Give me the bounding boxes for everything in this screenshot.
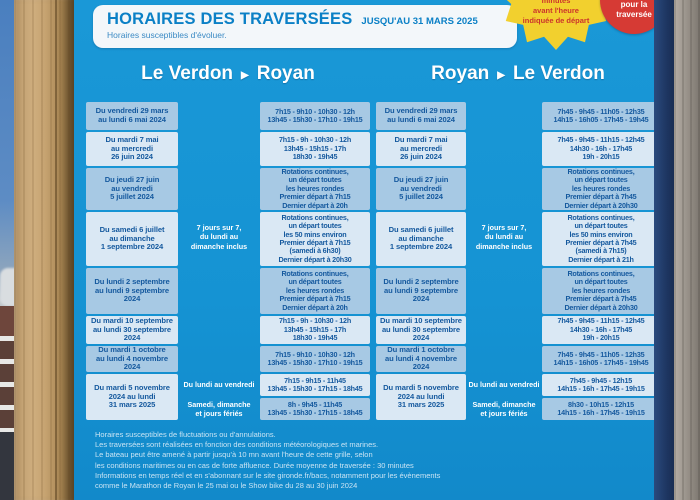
route-from: Royan [431, 63, 490, 84]
footer-line: Le bateau peut être amené à partir jusqu… [95, 450, 373, 460]
sign-header-card: HORAIRES DES TRAVERSÉES JUSQU'AU 31 MARS… [93, 5, 517, 48]
times-cell: Rotations continues, un départ toutes le… [260, 212, 370, 266]
ferry-schedule-sign: HORAIRES DES TRAVERSÉES JUSQU'AU 31 MARS… [70, 0, 668, 500]
date-range-cell: Du jeudi 27 juin au vendredi 5 juillet 2… [86, 168, 178, 210]
date-range-cell: Du mardi 5 novembre 2024 au lundi 31 mar… [376, 374, 466, 420]
footer-line: Horaires susceptibles de fluctuations ou… [95, 430, 276, 439]
date-range-cell: Du mardi 7 mai au mercredi 26 juin 2024 [86, 132, 178, 166]
wood-seam [55, 0, 57, 500]
times-cell: 8h30 - 10h15 - 12h15 14h15 - 16h - 17h45… [542, 398, 660, 420]
date-range-cell: Du mardi 7 mai au mercredi 26 juin 2024 [376, 132, 466, 166]
times-cell: Rotations continues, un départ toutes le… [542, 268, 660, 314]
date-range-cell: Du vendredi 29 mars au lundi 6 mai 2024 [86, 102, 178, 130]
times-cell: Rotations continues, un départ toutes le… [260, 168, 370, 210]
daytype-weekdays: Du lundi au vendredi [183, 380, 255, 390]
sign-title: HORAIRES DES TRAVERSÉES [107, 10, 353, 28]
sign-title-row: HORAIRES DES TRAVERSÉES JUSQU'AU 31 MARS… [107, 10, 509, 29]
red-badge-text: pour la traversée [616, 0, 652, 19]
times-cell: 7h15 - 9h - 10h30 - 12h 13h45 - 15h15 - … [260, 316, 370, 344]
times-cell: Rotations continues, un départ toutes le… [260, 268, 370, 314]
arrow-right-icon: ▶ [497, 69, 505, 81]
week-note: 7 jours sur 7, du lundi au dimanche incl… [190, 222, 248, 251]
times-cell: 7h45 - 9h45 - 11h05 - 12h35 14h15 - 16h0… [542, 346, 660, 372]
route-to: Le Verdon [512, 63, 605, 84]
wooden-post-right [674, 0, 700, 500]
timetable-royan-le-verdon: Du vendredi 29 mars au lundi 6 mai 2024 … [376, 102, 660, 420]
times-cell: 7h45 - 9h45 - 11h15 - 12h45 14h30 - 16h … [542, 316, 660, 344]
timetable-le-verdon-royan: Du vendredi 29 mars au lundi 6 mai 2024 … [86, 102, 370, 420]
times-cell: Rotations continues, un départ toutes le… [542, 168, 660, 210]
times-cell: 7h15 - 9h15 - 11h45 13h45 - 15h30 - 17h1… [260, 374, 370, 396]
week-note: 7 jours sur 7, du lundi au dimanche incl… [475, 222, 533, 251]
times-cell: 7h15 - 9h10 - 10h30 - 12h 13h45 - 15h30 … [260, 346, 370, 372]
date-range-cell: Du mardi 1 octobre au lundi 4 novembre 2… [376, 346, 466, 372]
arrow-right-icon: ▶ [241, 69, 249, 81]
date-range-cell: Du mardi 10 septembre au lundi 30 septem… [376, 316, 466, 344]
date-range-cell: Du jeudi 27 juin au vendredi 5 juillet 2… [376, 168, 466, 210]
footer-line: les conditions maritimes ou en cas de fo… [95, 460, 414, 470]
times-cell: 7h15 - 9h - 10h30 - 12h 13h45 - 15h15 - … [260, 132, 370, 166]
date-range-cell: Du vendredi 29 mars au lundi 6 mai 2024 [376, 102, 466, 130]
date-range-cell: Du lundi 2 septembre au lundi 9 septembr… [376, 268, 466, 314]
footer-line: Les traversées sont réalisées en fonctio… [95, 440, 379, 450]
route-to: Royan [256, 63, 315, 84]
times-cell: 7h45 - 9h45 - 12h15 14h15 - 16h - 17h45 … [542, 374, 660, 396]
times-cell: 7h15 - 9h10 - 10h30 - 12h 13h45 - 15h30 … [260, 102, 370, 130]
times-cell: 7h45 - 9h45 - 11h05 - 12h35 14h15 - 16h0… [542, 102, 660, 130]
route-header-le-verdon-royan: Le Verdon ▶ Royan [86, 56, 370, 92]
date-range-cell: Du mardi 1 octobre au lundi 4 novembre 2… [86, 346, 178, 372]
route-header-royan-le-verdon: Royan ▶ Le Verdon [376, 56, 660, 92]
footer-line: Informations en temps réel et en s'abonn… [95, 470, 441, 480]
footer-line: comme le Marathon de Royan le 25 mai ou … [95, 480, 358, 490]
wooden-post-left [14, 0, 74, 500]
sign-subtitle: Horaires susceptibles d'évoluer. [107, 30, 227, 40]
date-range-cell: Du lundi 2 septembre au lundi 9 septembr… [86, 268, 178, 314]
yellow-badge-text: minutes avant l'heure indiquée de départ [522, 0, 590, 25]
footer-notes: Horaires susceptibles de fluctuations ou… [95, 430, 655, 491]
date-range-cell: Du samedi 6 juillet au dimanche 1 septem… [376, 212, 466, 266]
daytype-weekdays: Du lundi au vendredi [468, 380, 540, 390]
daytype-weekend: Samedi, dimanche et jours fériés [187, 399, 251, 418]
daytype-weekend: Samedi, dimanche et jours fériés [472, 399, 536, 418]
times-cell: 7h45 - 9h45 - 11h15 - 12h45 14h30 - 16h … [542, 132, 660, 166]
times-cell: Rotations continues, un départ toutes le… [542, 212, 660, 266]
date-range-cell: Du mardi 5 novembre 2024 au lundi 31 mar… [86, 374, 178, 420]
date-range-cell: Du mardi 10 septembre au lundi 30 septem… [86, 316, 178, 344]
times-cell: 8h - 9h45 - 11h45 13h45 - 15h30 - 17h15 … [260, 398, 370, 420]
date-range-cell: Du samedi 6 juillet au dimanche 1 septem… [86, 212, 178, 266]
route-from: Le Verdon [141, 63, 234, 84]
sign-validity: JUSQU'AU 31 MARS 2025 [361, 16, 478, 27]
